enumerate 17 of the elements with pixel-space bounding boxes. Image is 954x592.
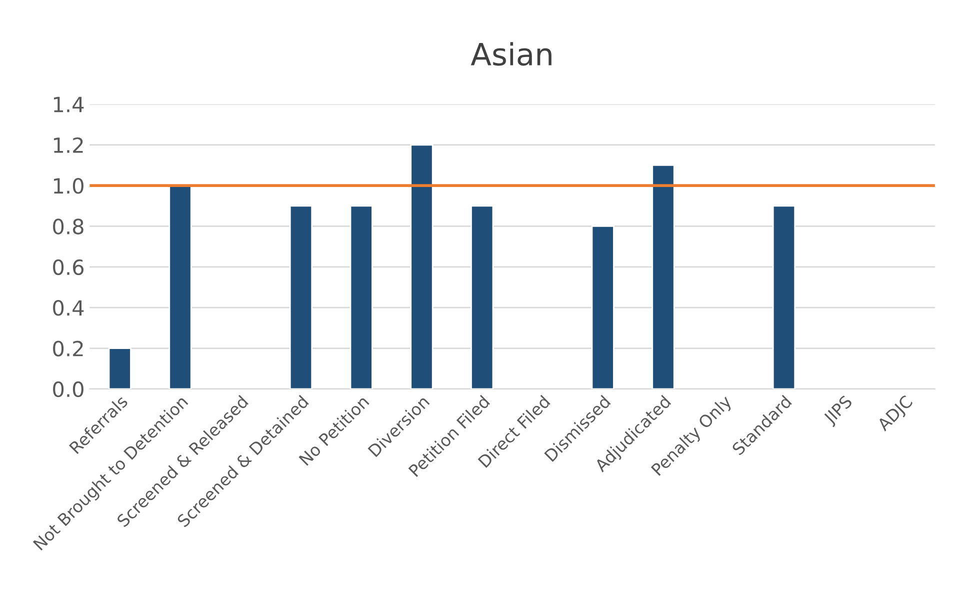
bar — [591, 226, 614, 389]
y-tick-label: 0.0 — [53, 381, 84, 398]
bar — [350, 205, 373, 389]
y-tick-label: 0.2 — [53, 340, 83, 356]
y-tick-label: 1.4 — [54, 96, 84, 112]
bar — [652, 164, 675, 389]
bar — [108, 348, 132, 389]
y-tick-label: 0.4 — [53, 300, 84, 316]
bar — [470, 205, 494, 389]
chart-title: Asian — [470, 42, 552, 66]
y-tick-label: 1.0 — [54, 178, 84, 194]
y-tick-label: 0.6 — [53, 259, 84, 276]
bar — [289, 205, 313, 389]
bar — [410, 144, 434, 389]
bar — [772, 205, 796, 389]
y-tick-label: 0.8 — [53, 218, 84, 234]
y-tick-label: 1.2 — [54, 137, 83, 153]
